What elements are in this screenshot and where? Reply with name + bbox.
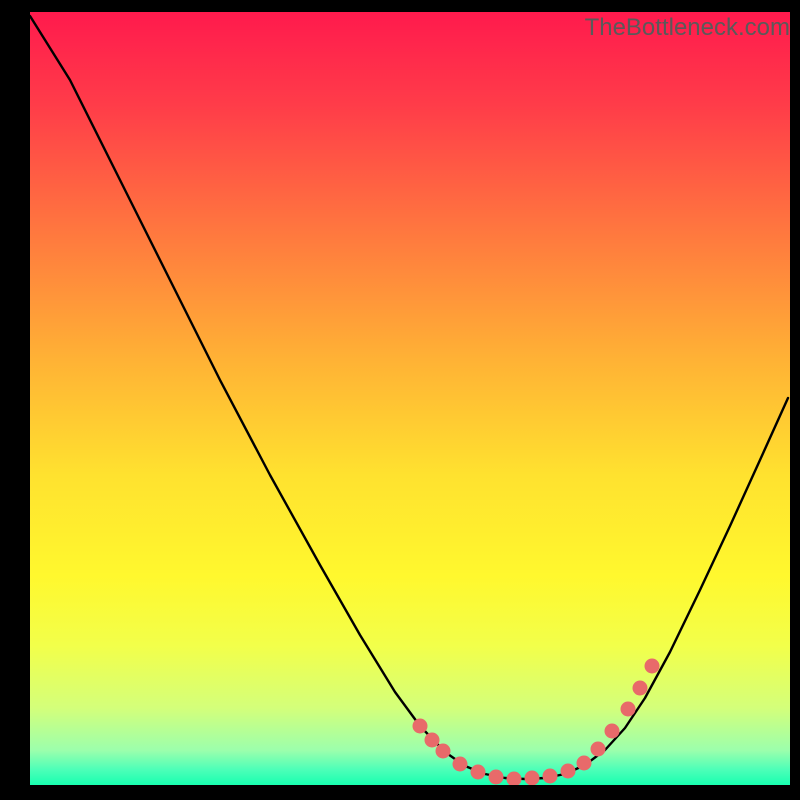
data-marker bbox=[605, 724, 620, 739]
data-marker bbox=[561, 764, 576, 779]
data-marker bbox=[413, 719, 428, 734]
data-marker bbox=[543, 769, 558, 784]
data-marker bbox=[621, 702, 636, 717]
watermark-text: TheBottleneck.com bbox=[585, 14, 790, 42]
data-marker bbox=[507, 772, 522, 786]
data-marker bbox=[471, 765, 486, 780]
data-marker bbox=[577, 756, 592, 771]
data-marker bbox=[453, 757, 468, 772]
data-marker bbox=[425, 733, 440, 748]
data-marker bbox=[633, 681, 648, 696]
curve-layer bbox=[30, 12, 790, 785]
data-marker bbox=[591, 742, 606, 757]
data-marker bbox=[525, 771, 540, 786]
plot-area bbox=[30, 12, 790, 785]
data-marker bbox=[436, 744, 451, 759]
data-marker bbox=[489, 770, 504, 785]
data-markers bbox=[413, 659, 660, 786]
chart-container: TheBottleneck.com bbox=[0, 0, 800, 800]
bottleneck-curve bbox=[30, 16, 788, 779]
data-marker bbox=[645, 659, 660, 674]
